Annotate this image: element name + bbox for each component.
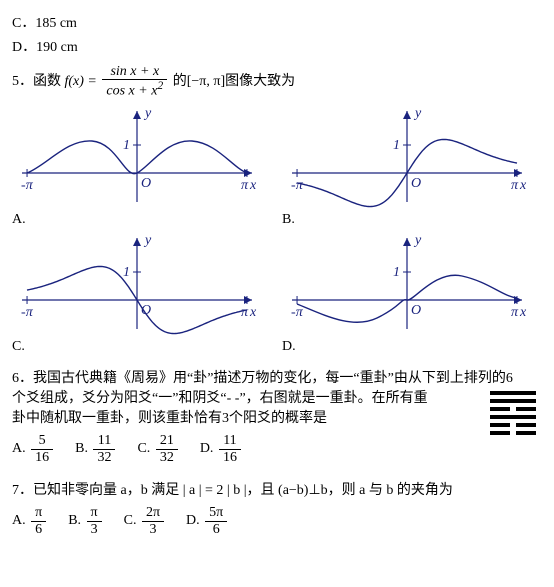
q5-frac-den: cos x + x2: [102, 80, 167, 99]
svg-text:π: π: [241, 178, 249, 193]
q7-stem: 7．已知非零向量 a，b 满足 | a | = 2 | b |，且 (a−b)⊥…: [12, 479, 542, 499]
yao-yang: [490, 399, 536, 403]
option-b: B. π3: [68, 505, 103, 537]
q5-graph-d: y x O 1 -π π D.: [282, 232, 542, 355]
svg-text:O: O: [141, 176, 151, 191]
q5-stem: 5．函数 f(x) = sin x + x cos x + x2 的[−π, π…: [12, 64, 542, 99]
svg-text:O: O: [411, 176, 421, 191]
q4-option-d: D．190 cm: [12, 36, 542, 56]
yao-yin: [490, 407, 536, 411]
option-d: D. 1116: [200, 433, 243, 465]
q4-option-c: C．185 cm: [12, 12, 542, 32]
svg-text:-π: -π: [291, 305, 304, 320]
q5-fn-left: f(x) =: [65, 74, 101, 89]
q5-graph-b: y x O 1 -π π B.: [282, 105, 542, 228]
svg-text:y: y: [413, 106, 422, 121]
svg-text:1: 1: [123, 138, 130, 153]
q7-options: A. π6 B. π3 C. 2π3 D. 5π6: [12, 505, 542, 537]
q5-suffix: 的[−π, π]图像大致为: [173, 74, 295, 89]
svg-text:y: y: [143, 106, 152, 121]
yao-yin: [490, 423, 536, 427]
q5-graph-grid: y x O 1 -π π A. y x O 1 -π π B. y x O 1 -π π C. y x O 1 -π π…: [12, 105, 542, 355]
q5-label-c: C.: [12, 339, 272, 355]
svg-text:π: π: [241, 305, 249, 320]
q5-label-d: D.: [282, 339, 542, 355]
option-a: A. π6: [12, 505, 48, 537]
svg-text:-π: -π: [21, 305, 34, 320]
q6-line3: 卦中随机取一重卦，则该重卦恰有3个阳爻的概率是: [12, 407, 542, 427]
q6-stem: 6．我国古代典籍《周易》用“卦”描述万物的变化，每一“重卦”由从下到上排列的6 …: [12, 367, 542, 427]
q5-prefix: 5．函数: [12, 74, 65, 89]
svg-text:-π: -π: [21, 178, 34, 193]
q5-label-b: B.: [282, 212, 542, 228]
svg-text:1: 1: [393, 138, 400, 153]
svg-text:O: O: [141, 303, 151, 318]
svg-text:x: x: [519, 178, 527, 193]
chart-d: y x O 1 -π π: [282, 232, 532, 337]
chart-a: y x O 1 -π π: [12, 105, 262, 210]
svg-text:π: π: [511, 305, 519, 320]
chart-b: y x O 1 -π π: [282, 105, 532, 210]
svg-text:-π: -π: [291, 178, 304, 193]
svg-text:y: y: [143, 233, 152, 248]
svg-text:x: x: [519, 305, 527, 320]
svg-text:π: π: [511, 178, 519, 193]
q6-line1: 6．我国古代典籍《周易》用“卦”描述万物的变化，每一“重卦”由从下到上排列的6: [12, 367, 542, 387]
hexagram-icon: [490, 387, 536, 439]
option-b: B. 1132: [75, 433, 117, 465]
q5-label-a: A.: [12, 212, 272, 228]
yao-yang: [490, 415, 536, 419]
q5-graph-c: y x O 1 -π π C.: [12, 232, 272, 355]
svg-text:x: x: [249, 305, 257, 320]
q6-options: A. 516 B. 1132 C. 2132 D. 1116: [12, 433, 542, 465]
svg-text:1: 1: [393, 265, 400, 280]
yao-yang: [490, 391, 536, 395]
option-c: C. 2132: [137, 433, 179, 465]
svg-text:O: O: [411, 303, 421, 318]
option-c: C. 2π3: [124, 505, 166, 537]
q5-graph-a: y x O 1 -π π A.: [12, 105, 272, 228]
yao-yin: [490, 431, 536, 435]
svg-text:1: 1: [123, 265, 130, 280]
chart-c: y x O 1 -π π: [12, 232, 262, 337]
svg-text:x: x: [249, 178, 257, 193]
q6-line2: 个爻组成，爻分为阳爻“一”和阴爻“- -”，右图就是一重卦。在所有重: [12, 387, 542, 407]
q5-frac-num: sin x + x: [102, 64, 167, 80]
option-d: D. 5π6: [186, 505, 229, 537]
option-a: A. 516: [12, 433, 55, 465]
q5-fraction: sin x + x cos x + x2: [102, 64, 167, 99]
svg-text:y: y: [413, 233, 422, 248]
